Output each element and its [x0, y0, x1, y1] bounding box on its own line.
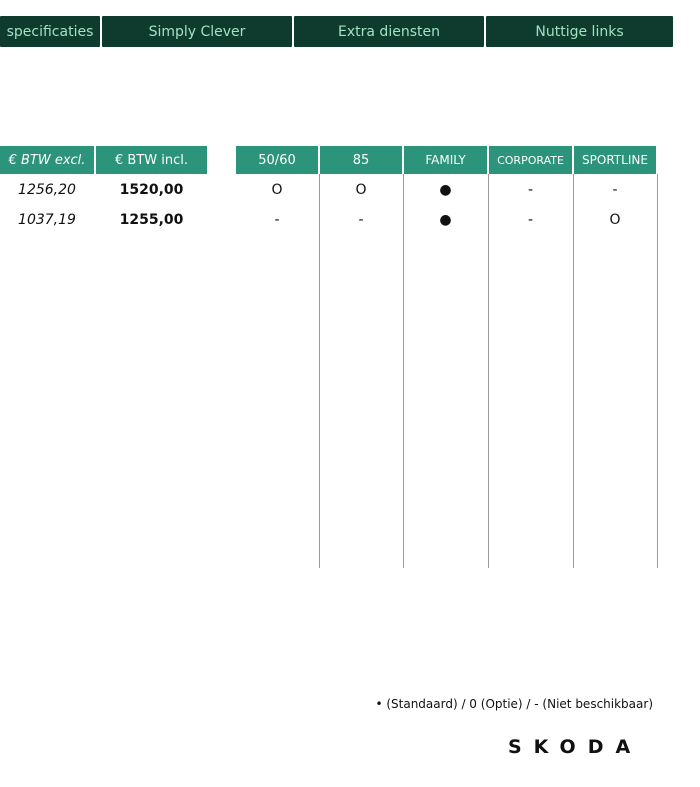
price-excl: 1037,19 — [18, 212, 76, 228]
header-btw-incl: € BTW incl. — [96, 146, 207, 174]
skoda-logo: SKODA — [508, 736, 643, 758]
trim-cell: - — [358, 212, 364, 228]
column-divider — [657, 174, 658, 568]
header-85: 85 — [320, 146, 402, 174]
price-incl: 1255,00 — [119, 212, 184, 228]
price-excl: 1256,20 — [18, 182, 76, 198]
trim-cell: ● — [439, 212, 452, 228]
column-divider — [403, 174, 404, 568]
trim-cell: - — [527, 212, 534, 228]
tab-extra-diensten[interactable]: Extra diensten — [294, 16, 484, 47]
trim-cell: O — [609, 212, 621, 228]
trim-cell: ● — [439, 182, 452, 198]
header-50-60: 50/60 — [236, 146, 318, 174]
trim-cell: O — [271, 182, 283, 198]
column-divider — [488, 174, 489, 568]
tab-label: Nuttige links — [535, 23, 624, 40]
price-incl: 1520,00 — [119, 182, 184, 198]
header-btw-excl: € BTW excl. — [0, 146, 94, 174]
trim-cell: O — [355, 182, 367, 198]
trim-cell: - — [527, 182, 534, 198]
trim-cell: - — [274, 212, 280, 228]
header-corporate: CORPORATE — [489, 146, 572, 174]
legend: • (Standaard) / 0 (Optie) / - (Niet besc… — [375, 697, 653, 711]
tab-label: Simply Clever — [148, 23, 246, 40]
tab-label: Extra diensten — [338, 23, 440, 40]
column-divider — [573, 174, 574, 568]
trim-cell: - — [612, 182, 618, 198]
header-sportline: SPORTLINE — [574, 146, 656, 174]
tab-simply-clever[interactable]: Simply Clever — [102, 16, 292, 47]
header-family: FAMILY — [404, 146, 487, 174]
column-divider — [319, 174, 320, 568]
tab-specificaties[interactable]: specificaties — [0, 16, 100, 47]
tab-label: specificaties — [6, 23, 94, 40]
tab-nuttige-links[interactable]: Nuttige links — [486, 16, 673, 47]
